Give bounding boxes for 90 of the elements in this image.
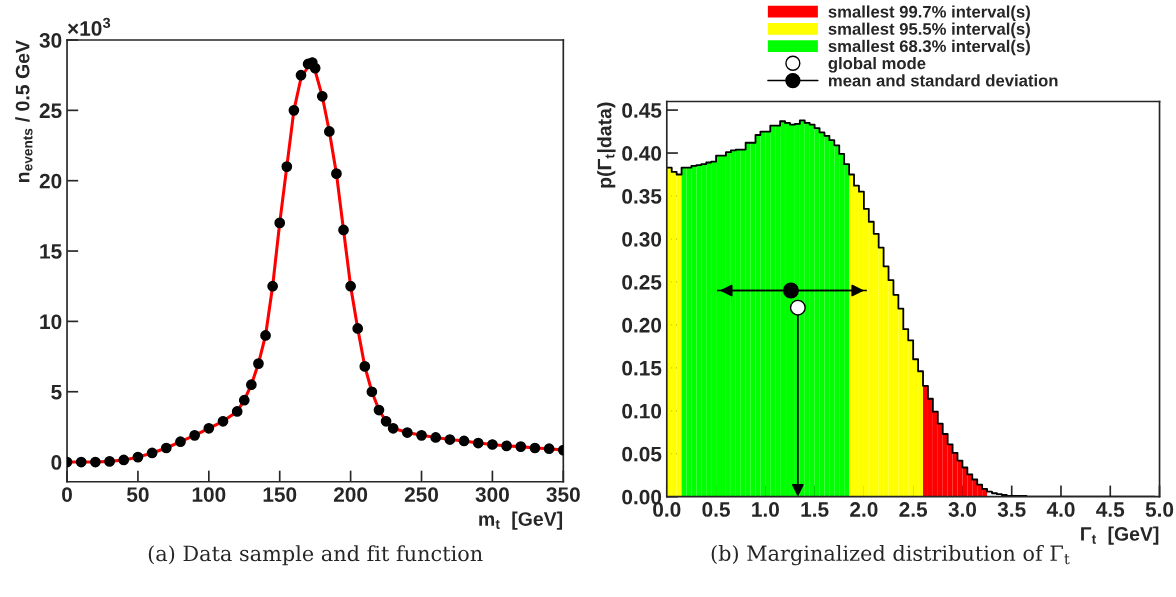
y-tick-label: 5 (51, 384, 62, 400)
x-tick-label: 350 (546, 487, 580, 502)
point (316, 90, 328, 102)
x-tick-label: 250 (404, 487, 439, 502)
point (309, 62, 321, 74)
x-tick-label: 150 (263, 487, 297, 502)
x-tick-label: 50 (126, 487, 149, 502)
point (189, 429, 200, 441)
y-tick-label: 25 (39, 103, 62, 119)
y-tick-label: 0.40 (622, 146, 662, 161)
x-tick-label: 1.5 (801, 502, 829, 517)
point (90, 456, 101, 468)
y-tick-label: 0.25 (622, 274, 662, 290)
x-tick-label: 300 (475, 487, 509, 502)
point (380, 415, 392, 427)
point (267, 280, 278, 292)
point (338, 224, 349, 236)
x-tick-label: 3.0 (948, 502, 977, 517)
y-tick-label: 30 (39, 33, 62, 48)
legend-label: global mode (828, 57, 926, 73)
text: ×10$^{3}$ (67, 17, 111, 36)
point (444, 434, 456, 445)
y-tick-label: 0.15 (622, 360, 662, 376)
point (401, 427, 413, 438)
y-tick-label: 0.20 (622, 317, 662, 333)
point (288, 104, 300, 116)
x-axis-title: m$_{t}$ [GeV] (479, 511, 563, 530)
point (416, 429, 427, 441)
y-tick-label: 20 (39, 173, 62, 189)
y-tick-label: 0.35 (622, 189, 662, 204)
y-tick-label: 15 (40, 244, 62, 259)
x-tick-label: 2.0 (850, 502, 878, 517)
y-tick-label: 0.05 (622, 446, 662, 462)
y-tick-label: 0.45 (622, 103, 662, 118)
x-tick-label: 4.5 (1096, 502, 1125, 517)
point (352, 323, 364, 334)
x-tick-label: 0.5 (702, 502, 730, 517)
point (543, 443, 555, 455)
point (387, 422, 399, 434)
point (359, 361, 371, 372)
point (323, 126, 335, 137)
y-axis-title: p(Γ$_{t}$|data) (597, 102, 616, 188)
point (175, 436, 186, 448)
point (529, 442, 541, 454)
point (458, 435, 470, 447)
point (373, 404, 385, 416)
x-tick-label: 2.5 (899, 502, 928, 517)
text: (a) Data sample and fit function (148, 545, 483, 566)
legend-label: smallest 68.3% interval(s) (828, 39, 1030, 56)
x-tick-label: 1.0 (752, 502, 779, 517)
point (515, 441, 527, 452)
point (75, 456, 87, 468)
point (472, 437, 484, 449)
legend-label: smallest 95.5% interval(s) (828, 22, 1030, 39)
x-tick-label: 100 (192, 487, 226, 502)
x-tick-label: 5.0 (1145, 502, 1174, 517)
y-tick-label: 10 (40, 314, 62, 330)
point (274, 217, 286, 229)
point (160, 442, 172, 454)
point (253, 358, 264, 369)
point (146, 447, 158, 459)
point (260, 330, 271, 341)
point (295, 69, 307, 81)
point (238, 394, 250, 406)
x-tick-label: 0 (62, 487, 72, 502)
point (345, 280, 356, 292)
x-tick-label: 3.5 (997, 502, 1026, 517)
point (231, 406, 243, 417)
y-axis-title: n$_{events}$ / 0.5 GeV (15, 40, 33, 183)
point (246, 379, 257, 391)
point (366, 386, 378, 398)
point (104, 456, 115, 467)
point (430, 432, 442, 443)
point (203, 422, 215, 434)
y-tick-label: 0 (51, 455, 62, 470)
legend-label: smallest 99.7% interval(s) (828, 5, 1030, 21)
point (331, 168, 342, 180)
point (281, 161, 293, 172)
y-tick-label: 0.30 (622, 231, 662, 247)
text: (b) Marginalized distribution of Γ$_{t}$ (711, 544, 1070, 566)
x-axis-title: Γ$_{t}$ [GeV] (1081, 526, 1159, 545)
point (217, 415, 229, 427)
x-tick-label: 200 (333, 487, 368, 502)
x-tick-label: 4.0 (1046, 502, 1075, 517)
y-tick-label: 0.10 (622, 403, 662, 419)
point (118, 454, 130, 466)
point (487, 439, 498, 450)
legend-label: mean and standard deviation (828, 74, 1058, 87)
point (132, 451, 144, 463)
point (501, 440, 512, 452)
